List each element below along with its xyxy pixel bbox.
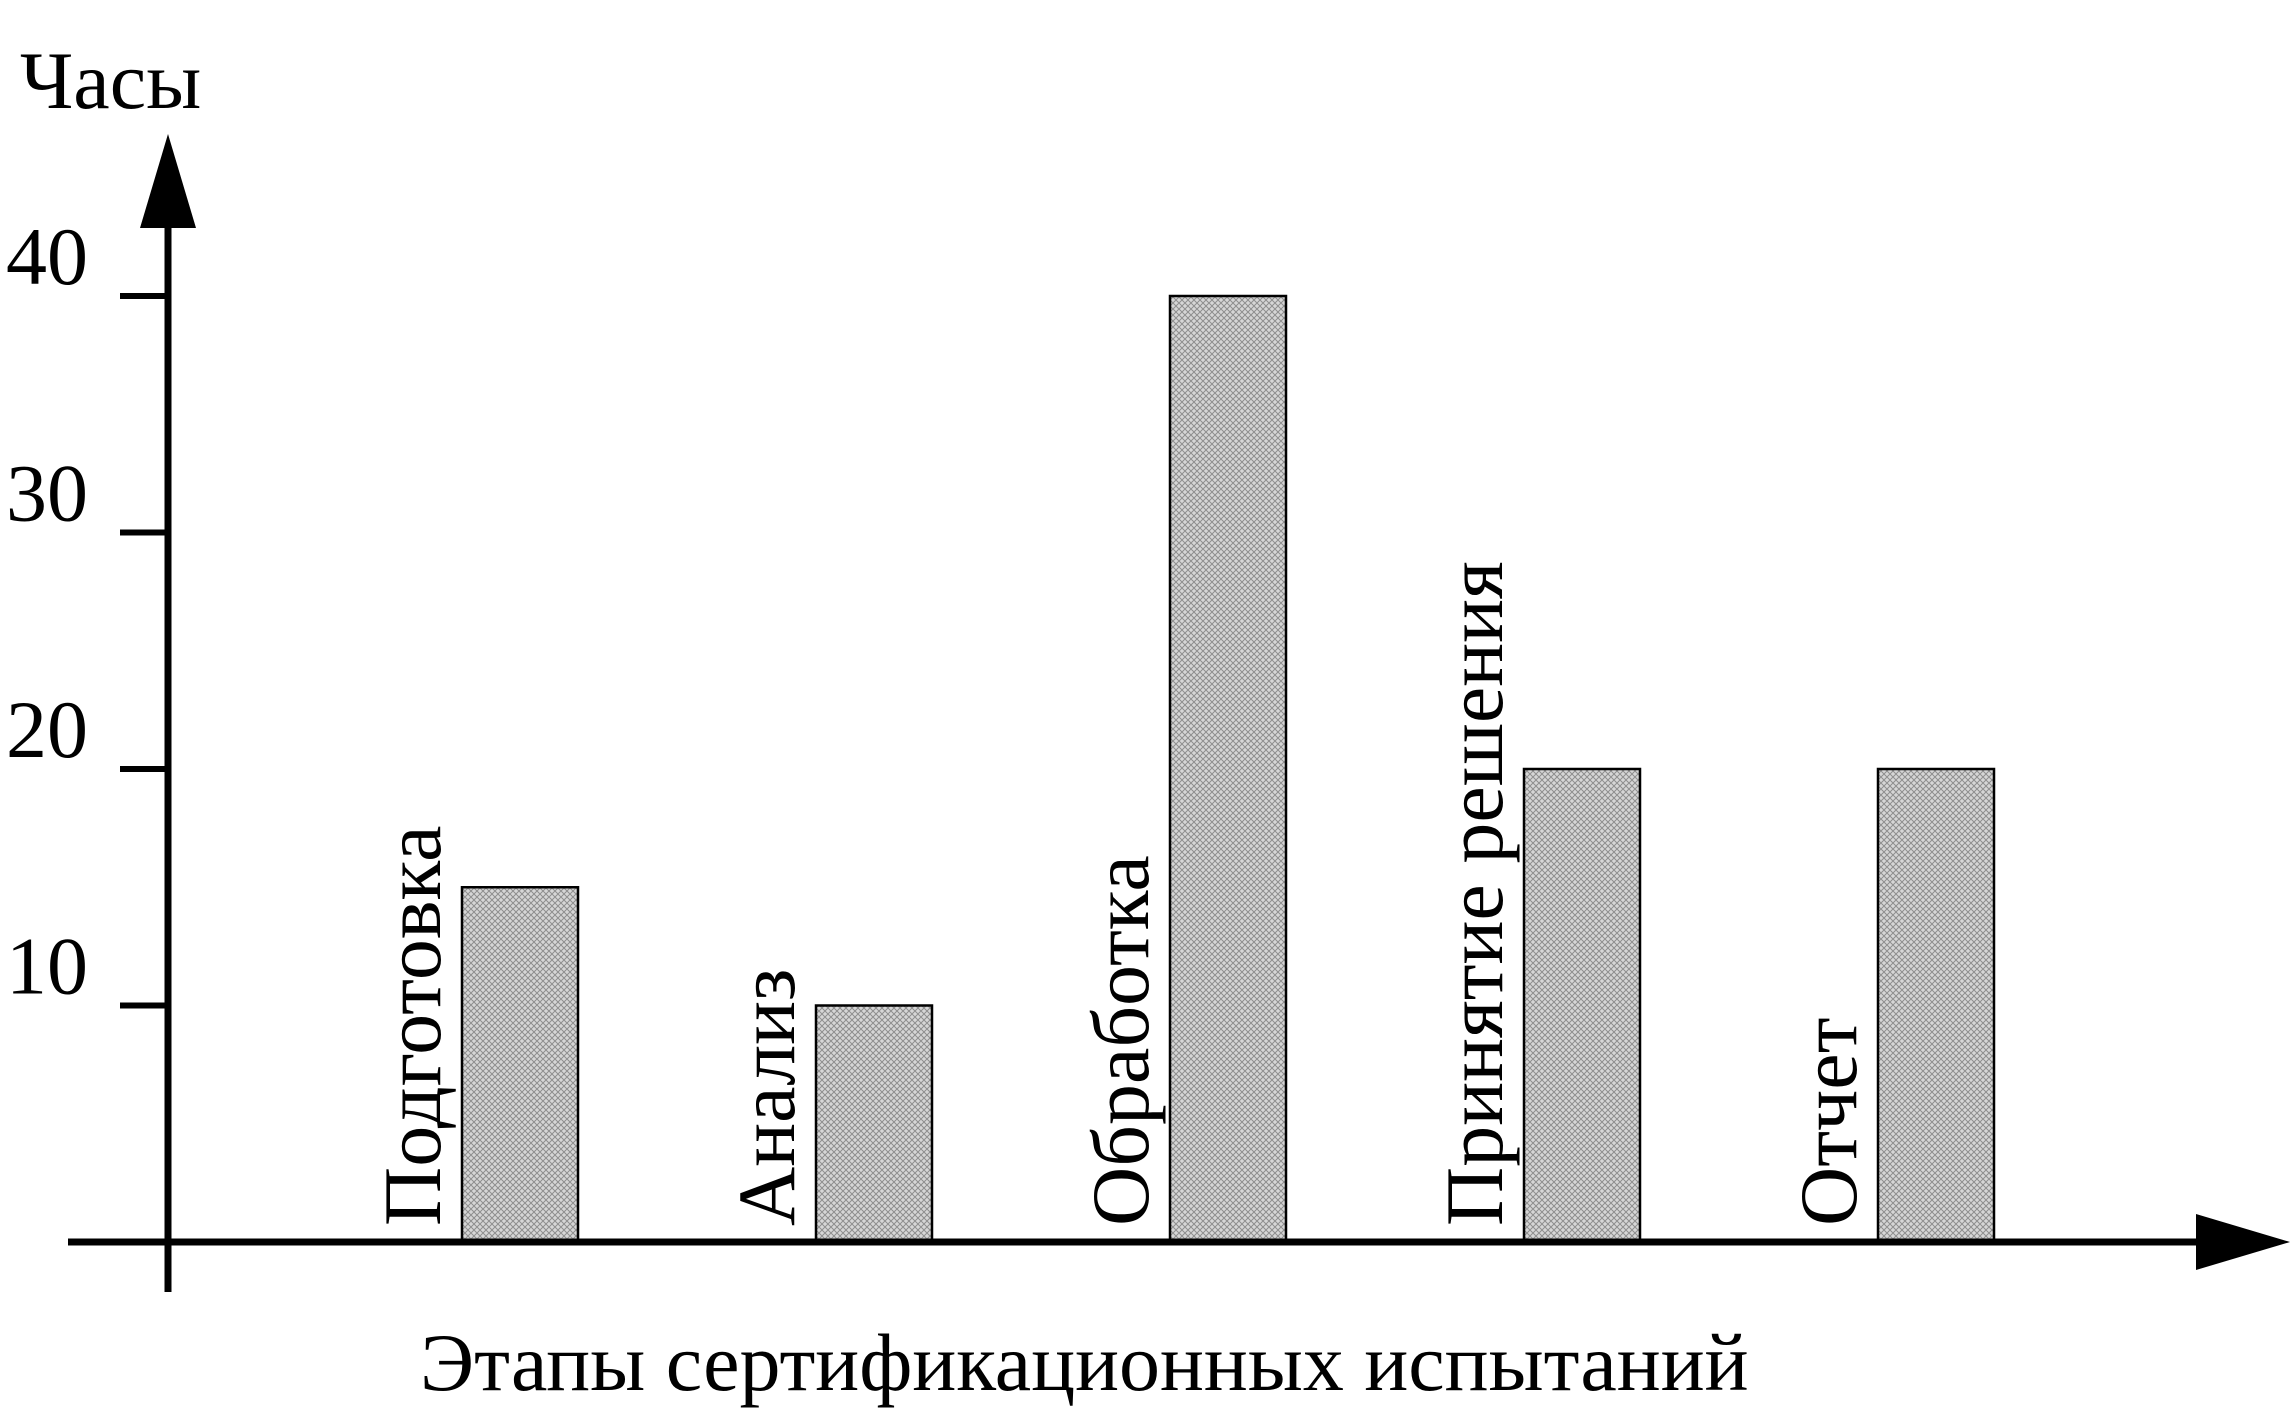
bar (814, 1004, 934, 1244)
bar (1876, 767, 1996, 1244)
category-label: Подготовка (367, 825, 458, 1226)
category-label: Анализ (721, 969, 812, 1226)
y-tick-label: 40 (6, 211, 88, 302)
x-axis-arrowhead (2196, 1214, 2290, 1270)
x-axis-title: Этапы сертификационных испытаний (420, 1317, 1748, 1408)
y-axis-arrowhead (140, 134, 196, 228)
y-tick-label: 10 (6, 921, 88, 1012)
bars-layer (460, 294, 1996, 1244)
y-ticks: 10 20 30 40 (6, 211, 168, 1012)
category-label: Отчет (1783, 1017, 1874, 1226)
category-labels: Подготовка Анализ Обработка Принятие решени… (367, 561, 1874, 1226)
bar (460, 886, 580, 1244)
y-tick-label: 30 (6, 448, 88, 539)
y-tick-label: 20 (6, 684, 88, 775)
category-label: Принятие решения (1429, 561, 1520, 1226)
bar (1522, 767, 1642, 1244)
bar (1168, 294, 1288, 1244)
category-label: Обработка (1075, 855, 1166, 1226)
y-axis-title: Часы (20, 35, 201, 126)
axes (68, 134, 2290, 1292)
